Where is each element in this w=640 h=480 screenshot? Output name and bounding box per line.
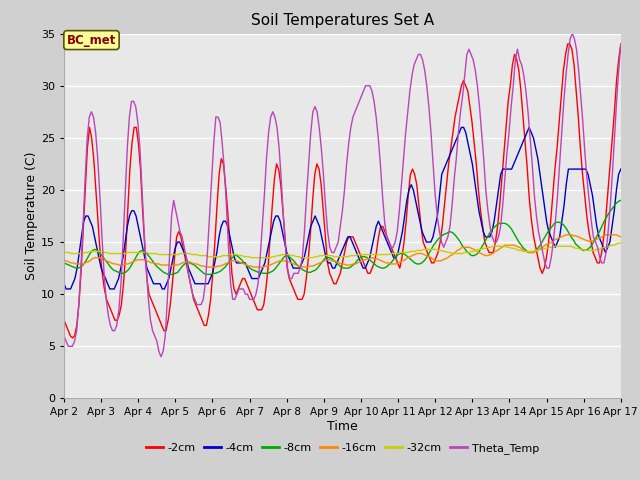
-4cm <box>268 229 275 235</box>
Theta_Temp <box>286 276 294 281</box>
Theta_Temp <box>568 31 576 36</box>
-4cm <box>305 234 312 240</box>
-2cm <box>432 255 440 261</box>
Theta_Temp <box>157 354 165 360</box>
Legend: -2cm, -4cm, -8cm, -16cm, -32cm, Theta_Temp: -2cm, -4cm, -8cm, -16cm, -32cm, Theta_Te… <box>141 439 543 458</box>
-8cm <box>364 255 371 261</box>
Theta_Temp <box>581 151 589 156</box>
-32cm <box>617 240 625 246</box>
-16cm <box>110 261 118 267</box>
Line: -16cm: -16cm <box>64 235 621 267</box>
Theta_Temp <box>60 333 68 339</box>
-2cm <box>528 218 536 224</box>
-16cm <box>278 258 286 264</box>
X-axis label: Time: Time <box>327 420 358 433</box>
-2cm <box>68 335 76 341</box>
-8cm <box>472 252 480 257</box>
-32cm <box>60 250 68 255</box>
-8cm <box>508 227 516 232</box>
-16cm <box>60 258 68 264</box>
-4cm <box>237 260 244 266</box>
-4cm <box>62 286 70 292</box>
-4cm <box>458 124 465 130</box>
-32cm <box>472 248 480 253</box>
Theta_Temp <box>588 218 595 224</box>
-8cm <box>287 256 295 262</box>
Theta_Temp <box>307 130 315 135</box>
-4cm <box>337 250 345 255</box>
-2cm <box>564 41 572 47</box>
-2cm <box>209 270 216 276</box>
-4cm <box>516 145 524 151</box>
-2cm <box>475 187 483 193</box>
-32cm <box>278 252 286 257</box>
-32cm <box>287 253 295 259</box>
-16cm <box>563 232 570 238</box>
-16cm <box>287 260 295 266</box>
Text: BC_met: BC_met <box>67 34 116 47</box>
-8cm <box>164 272 172 277</box>
Y-axis label: Soil Temperature (C): Soil Temperature (C) <box>25 152 38 280</box>
-2cm <box>339 260 346 266</box>
-32cm <box>614 240 622 246</box>
-32cm <box>247 255 255 261</box>
-16cm <box>364 256 371 262</box>
Line: -4cm: -4cm <box>64 127 621 289</box>
-16cm <box>508 242 516 248</box>
Line: -2cm: -2cm <box>64 44 621 338</box>
-4cm <box>274 213 282 219</box>
Line: -32cm: -32cm <box>64 243 621 258</box>
-16cm <box>472 248 480 253</box>
-32cm <box>364 252 371 257</box>
-2cm <box>60 317 68 323</box>
-32cm <box>508 245 516 251</box>
-8cm <box>278 257 286 263</box>
-2cm <box>570 62 578 68</box>
Line: -8cm: -8cm <box>64 200 621 275</box>
Line: Theta_Temp: Theta_Temp <box>64 34 621 357</box>
-2cm <box>617 41 625 47</box>
Theta_Temp <box>486 224 494 229</box>
-16cm <box>202 264 210 270</box>
Theta_Temp <box>617 41 625 47</box>
-32cm <box>110 251 118 256</box>
-4cm <box>60 281 68 287</box>
-8cm <box>617 197 625 203</box>
-8cm <box>60 260 68 266</box>
-8cm <box>110 267 118 273</box>
-4cm <box>617 166 625 172</box>
Theta_Temp <box>402 130 410 135</box>
-16cm <box>617 234 625 240</box>
Title: Soil Temperatures Set A: Soil Temperatures Set A <box>251 13 434 28</box>
